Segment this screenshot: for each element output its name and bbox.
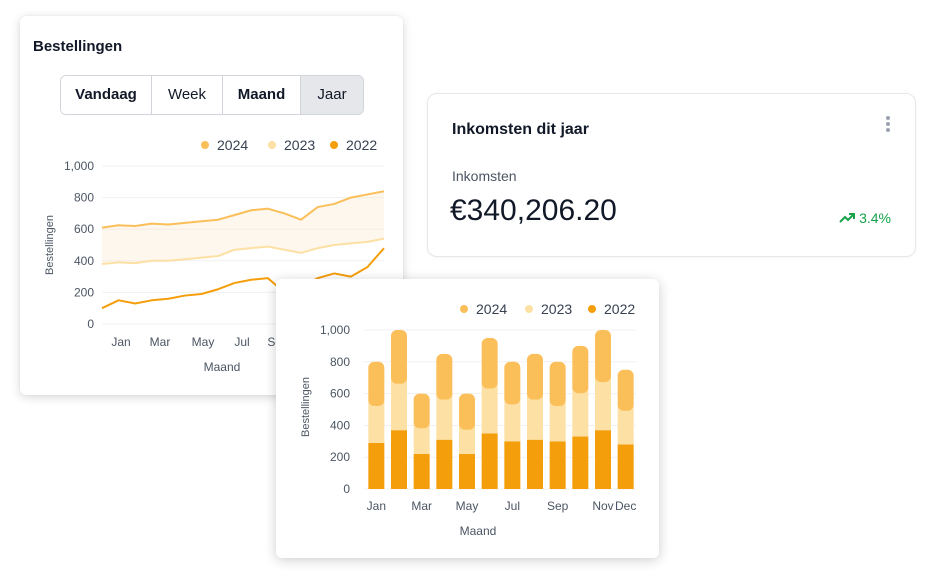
bar-Dec-2023 [617, 404, 634, 445]
income-label: Inkomsten [452, 168, 517, 184]
bar-Oct-2024 [572, 345, 589, 394]
y-tick-label: 400 [74, 254, 94, 268]
bar-Jul-2024 [504, 361, 521, 405]
x-axis-label: Maand [460, 524, 497, 538]
bar-Jul-2022 [504, 441, 521, 489]
bar-May-2023 [459, 423, 475, 455]
legend-marker [330, 141, 338, 149]
y-tick-label: 800 [74, 191, 94, 205]
y-tick-label: 400 [330, 418, 350, 432]
bar-Jun-2024 [481, 337, 498, 389]
bar-Apr-2024 [436, 353, 453, 400]
x-tick-label: Jul [234, 335, 249, 349]
x-tick-label: Nov [592, 499, 613, 513]
y-tick-label: 0 [343, 482, 350, 496]
area-band [102, 191, 384, 264]
bar-Dec-2022 [617, 444, 634, 489]
legend-label: 2024 [217, 137, 248, 153]
x-tick-label: Jan [367, 499, 386, 513]
income-amount: €340,206.20 [450, 194, 617, 227]
bar-Jan-2023 [368, 399, 385, 443]
bar-Mar-2022 [413, 454, 430, 489]
bar-Sep-2023 [549, 399, 566, 442]
legend-marker [588, 305, 596, 313]
bar-Feb-2024 [391, 330, 407, 384]
bar-Mar-2024 [413, 393, 430, 429]
bar-Oct-2023 [572, 387, 589, 437]
income-card-title: Inkomsten dit jaar [452, 121, 589, 138]
bar-Sep-2024 [549, 361, 566, 406]
x-tick-label: Mar [411, 499, 432, 513]
y-tick-label: 200 [330, 450, 350, 464]
y-tick-label: 0 [87, 317, 94, 331]
bar-Jun-2023 [481, 382, 498, 434]
period-segmented-control: Vandaag Week Maand Jaar [60, 75, 364, 115]
bar-Feb-2023 [391, 377, 407, 431]
bar-Jul-2023 [504, 398, 521, 442]
legend-label: 2024 [476, 301, 507, 317]
bar-Sep-2022 [549, 441, 566, 489]
income-change-value: 3.4% [859, 210, 891, 226]
orders-card-title: Bestellingen [33, 38, 123, 55]
bar-Oct-2022 [572, 436, 589, 489]
bar-Feb-2022 [391, 430, 407, 489]
x-tick-label: Jul [505, 499, 520, 513]
bar-Aug-2023 [527, 393, 543, 440]
y-tick-label: 1,000 [320, 323, 350, 337]
bar-Nov-2022 [595, 430, 611, 489]
income-change-badge: 3.4% [839, 210, 891, 226]
legend-marker [460, 305, 468, 313]
x-tick-label: May [192, 335, 215, 349]
series-line-2022 [101, 247, 385, 310]
bar-May-2024 [459, 393, 475, 430]
segment-jaar[interactable]: Jaar [301, 76, 363, 114]
bar-Jan-2024 [368, 361, 385, 406]
segment-maand[interactable]: Maand [223, 76, 301, 114]
bar-May-2022 [459, 454, 475, 489]
bar-Apr-2022 [436, 439, 453, 489]
bar-Jun-2022 [481, 433, 498, 489]
series-line-2023 [101, 237, 385, 265]
more-options-icon[interactable] [885, 116, 891, 134]
legend-label: 2022 [346, 137, 377, 153]
legend-label: 2022 [604, 301, 635, 317]
income-card: Inkomsten dit jaar Inkomsten €340,206.20… [427, 93, 916, 257]
y-tick-label: 600 [74, 222, 94, 236]
y-axis-label: Bestellingen [300, 377, 312, 437]
x-tick-label: Jan [111, 335, 130, 349]
series-line-2024 [101, 190, 385, 229]
trending-up-icon [839, 213, 856, 223]
bar-Mar-2023 [413, 422, 430, 455]
bar-Dec-2024 [617, 369, 634, 411]
legend-label: 2023 [541, 301, 572, 317]
orders-bar-chart: 0 200 400 600 800 1,000 2024 2023 2022 Jan Mar May J… [300, 301, 636, 538]
legend-marker [525, 305, 533, 313]
bar-Apr-2023 [436, 393, 453, 440]
bar-Nov-2024 [595, 330, 611, 383]
bar-Aug-2022 [527, 439, 543, 489]
legend-label: 2023 [284, 137, 315, 153]
orders-card: Bestellingen Vandaag Week Maand Jaar 0 20… [20, 16, 403, 395]
segment-vandaag[interactable]: Vandaag [61, 76, 152, 114]
y-tick-label: 1,000 [64, 159, 94, 173]
y-tick-label: 200 [74, 285, 94, 299]
bar-Jan-2022 [368, 442, 385, 489]
bar-Nov-2023 [595, 376, 611, 431]
segment-week[interactable]: Week [152, 76, 223, 114]
x-tick-label: Sep [547, 499, 569, 513]
orders-bar-card: 0 200 400 600 800 1,000 2024 2023 2022 Jan Mar May J… [276, 279, 659, 558]
x-axis-label: Maand [204, 360, 241, 374]
y-tick-label: 800 [330, 355, 350, 369]
x-tick-label: Dec [615, 499, 636, 513]
y-tick-label: 600 [330, 387, 350, 401]
x-tick-label: Mar [150, 335, 171, 349]
x-tick-label: May [456, 499, 479, 513]
legend-marker [201, 141, 209, 149]
bar-Aug-2024 [527, 353, 543, 400]
orders-line-chart: 02004006008001,000JanMarMayJulSepMaandBe… [44, 137, 385, 374]
legend-marker [268, 141, 276, 149]
y-axis-label: Bestellingen [44, 215, 56, 275]
